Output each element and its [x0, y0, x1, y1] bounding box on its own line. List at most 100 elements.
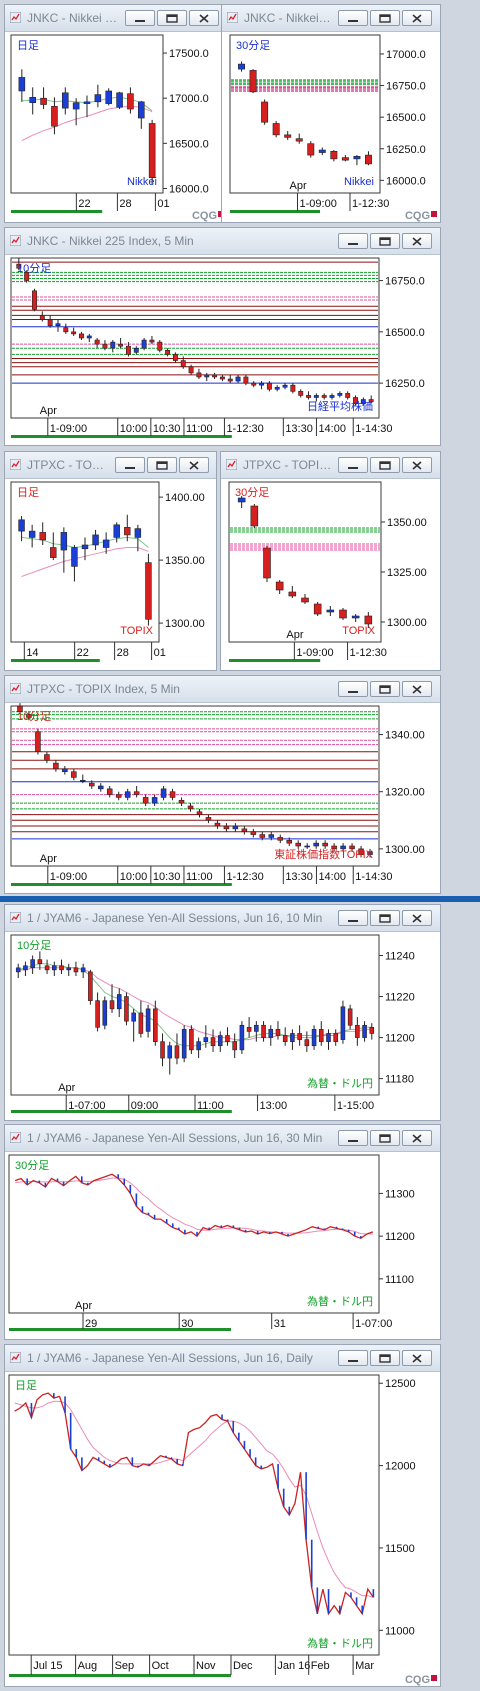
chart-window-p4[interactable]: JTPXC - TOPIX Index, Daily 1400.00 1350.00…: [4, 451, 217, 671]
candle-body: [349, 845, 355, 850]
title-bar[interactable]: JNKC - Nikkei 225 Index, 30 Min: [222, 5, 440, 32]
restore-button[interactable]: [370, 457, 400, 473]
chart-window-p9[interactable]: 1 / JYAM6 - Japanese Yen-All Sessions, J…: [4, 1344, 441, 1687]
y-tick-label: 1325.00: [387, 567, 427, 579]
restore-icon: [379, 914, 391, 923]
restore-button[interactable]: [370, 1130, 400, 1146]
restore-button[interactable]: [370, 681, 400, 697]
chart-window-p8[interactable]: 1 / JYAM6 - Japanese Yen-All Sessions, J…: [4, 1124, 441, 1340]
restore-button[interactable]: [370, 910, 400, 926]
candle-body: [102, 539, 110, 548]
candle-body: [160, 788, 167, 798]
candle-body: [138, 101, 145, 119]
title-bar[interactable]: JTPXC - TOPIX Index, 30 Min: [221, 452, 440, 479]
chart-window-p7[interactable]: 1 / JYAM6 - Japanese Yen-All Sessions, J…: [4, 904, 441, 1121]
title-bar[interactable]: JNKC - Nikkei 225 Index, Daily: [5, 5, 227, 32]
candle-body: [60, 532, 68, 551]
candle-body: [318, 149, 326, 153]
period-label: 10分足: [17, 710, 51, 723]
minimize-button[interactable]: [338, 233, 368, 249]
candle-body: [205, 817, 212, 821]
candle-body: [249, 70, 257, 93]
candle-body: [44, 754, 50, 761]
candle-body: [282, 384, 288, 388]
minimize-button[interactable]: [338, 1350, 368, 1366]
title-bar[interactable]: JTPXC - TOPIX Index, 5 Min: [5, 676, 440, 703]
candle-body: [337, 393, 343, 396]
chart-window-p6[interactable]: JTPXC - TOPIX Index, 5 Min 1340.00 1320.00…: [4, 675, 441, 894]
chart-window-p2[interactable]: JNKC - Nikkei 225 Index, 30 Min 17000.0 16…: [221, 4, 441, 223]
chart-window-p1[interactable]: JNKC - Nikkei 225 Index, Daily 17500.0 170…: [4, 4, 228, 223]
x-tick-label: 10:00: [120, 423, 148, 435]
period-label: 10分足: [17, 939, 51, 952]
window-title: 1 / JYAM6 - Japanese Yen-All Sessions, J…: [27, 1131, 323, 1145]
candle-body: [196, 811, 203, 815]
minimize-button[interactable]: [338, 910, 368, 926]
x-tick-label: 22: [77, 647, 89, 659]
restore-button[interactable]: [147, 457, 177, 473]
title-bar[interactable]: 1 / JYAM6 - Japanese Yen-All Sessions, J…: [5, 1125, 440, 1152]
candle-body: [304, 845, 310, 848]
minimize-button[interactable]: [338, 681, 368, 697]
restore-button[interactable]: [157, 10, 187, 26]
candle-body: [174, 1045, 180, 1059]
minimize-button[interactable]: [125, 10, 155, 26]
restore-button[interactable]: [370, 233, 400, 249]
session-bar: [11, 435, 232, 438]
x-tick-label: 29: [85, 1318, 97, 1330]
title-bar[interactable]: 1 / JYAM6 - Japanese Yen-All Sessions, J…: [5, 1345, 440, 1372]
candle-body: [196, 372, 202, 378]
close-button[interactable]: [402, 457, 432, 473]
minimize-icon: [125, 467, 135, 469]
candle-body: [133, 791, 140, 795]
candle-body: [172, 354, 178, 361]
restore-icon: [379, 237, 391, 246]
close-button[interactable]: [179, 457, 209, 473]
candle-body: [339, 609, 347, 619]
title-bar[interactable]: JNKC - Nikkei 225 Index, 5 Min: [5, 228, 440, 255]
x-tick-label: 01: [154, 647, 166, 659]
chart-area: 1400.00 1350.00 1300.00 日足 TOPIX 14 22 28 01: [10, 481, 205, 662]
candle-body: [250, 831, 257, 835]
candle-body: [62, 768, 68, 773]
candle-body: [138, 1012, 144, 1034]
minimize-button[interactable]: [338, 10, 368, 26]
restore-icon: [379, 685, 391, 694]
close-button[interactable]: [402, 233, 432, 249]
candle-body: [261, 101, 269, 123]
close-button[interactable]: [189, 10, 219, 26]
minimize-button[interactable]: [338, 1130, 368, 1146]
candle-body: [86, 335, 92, 339]
period-label: 30分足: [236, 39, 270, 52]
candle-body: [275, 1029, 281, 1036]
candle-body: [28, 530, 36, 538]
restore-button[interactable]: [370, 1350, 400, 1366]
minimize-button[interactable]: [115, 457, 145, 473]
restore-button[interactable]: [370, 10, 400, 26]
title-bar[interactable]: JTPXC - TOPIX Index, Daily: [5, 452, 216, 479]
title-bar[interactable]: 1 / JYAM6 - Japanese Yen-All Sessions, J…: [5, 905, 440, 932]
candle-body: [237, 497, 246, 503]
close-button[interactable]: [402, 910, 432, 926]
candle-body: [340, 845, 346, 850]
x-tick-label: 30: [181, 1318, 193, 1330]
chart-window-p5[interactable]: JTPXC - TOPIX Index, 30 Min 1350.00 1325.0…: [220, 451, 441, 671]
period-label: 30分足: [15, 1159, 49, 1172]
x-tick-label: 13:30: [285, 871, 313, 883]
close-button[interactable]: [402, 10, 432, 26]
candle-body: [251, 382, 257, 386]
candle-body: [79, 333, 84, 339]
candle-body: [227, 378, 233, 382]
close-button[interactable]: [402, 1350, 432, 1366]
x-sub-label: Apr: [40, 405, 57, 417]
close-button[interactable]: [402, 1130, 432, 1146]
candle-body: [169, 791, 176, 798]
candle-body: [353, 397, 358, 404]
candle-body: [345, 393, 351, 398]
close-button[interactable]: [402, 681, 432, 697]
candle-body: [333, 1033, 338, 1042]
minimize-button[interactable]: [338, 457, 368, 473]
candle-body: [181, 1029, 187, 1059]
chart-window-p3[interactable]: JNKC - Nikkei 225 Index, 5 Min 16750.0 165…: [4, 227, 441, 446]
